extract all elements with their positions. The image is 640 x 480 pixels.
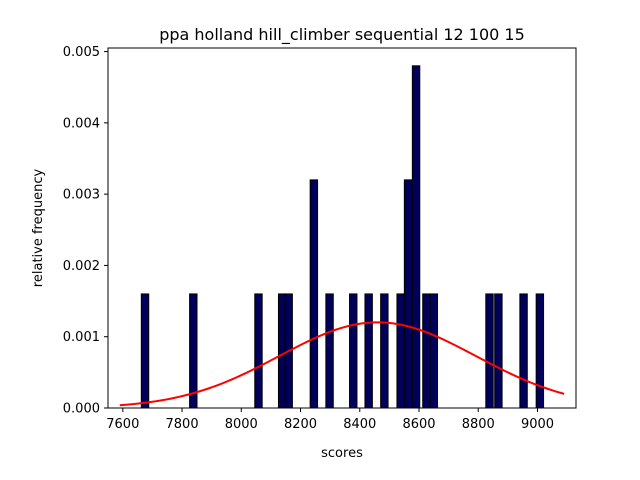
bars-layer <box>140 65 545 409</box>
histogram-bar-12 <box>411 65 421 409</box>
normal-fit-curve <box>119 321 565 407</box>
x-tick-label: 8600 <box>402 417 435 432</box>
histogram-bar-10 <box>396 293 405 409</box>
x-tick-label: 7800 <box>166 417 199 432</box>
histogram-bar-7 <box>349 293 358 409</box>
histogram-bar-16 <box>494 293 503 409</box>
histogram-bar-5 <box>309 179 319 409</box>
plot-frame <box>107 47 577 409</box>
histogram-bar-0 <box>140 293 150 409</box>
histogram-bar-11 <box>403 179 413 409</box>
histogram-bar-8 <box>364 293 373 409</box>
x-tick-label: 8400 <box>343 417 376 432</box>
histogram-bar-18 <box>535 293 545 409</box>
y-axis-label: relative frequency <box>31 169 46 288</box>
y-tick-label: 0.003 <box>63 188 100 203</box>
y-tick-label: 0.005 <box>63 45 100 60</box>
x-tick-label: 9000 <box>521 417 554 432</box>
y-tick-label: 0.002 <box>63 259 100 274</box>
y-tick-label: 0.004 <box>63 116 100 131</box>
histogram-bar-13 <box>422 293 431 409</box>
y-axis-ticks: 0.000 0.001 0.002 0.003 0.004 0.005 <box>63 45 108 417</box>
x-tick-label: 8000 <box>225 417 258 432</box>
x-tick-label: 7600 <box>106 417 139 432</box>
histogram-bar-6 <box>325 293 334 409</box>
x-axis-ticks: 7600 7800 8000 8200 8400 8600 8800 9000 <box>106 408 554 432</box>
histogram-bar-2 <box>254 293 263 409</box>
histogram-bar-15 <box>485 293 494 409</box>
histogram-bar-17 <box>519 293 528 409</box>
histogram-bar-9 <box>380 293 389 409</box>
y-tick-label: 0.000 <box>63 402 100 417</box>
y-tick-label: 0.001 <box>63 330 100 345</box>
x-axis-label: scores <box>321 446 363 461</box>
histogram-bar-14 <box>429 293 439 409</box>
x-tick-label: 8200 <box>284 417 317 432</box>
histogram-bar-1 <box>189 293 198 409</box>
x-tick-label: 8800 <box>462 417 495 432</box>
chart-title: ppa holland hill_climber sequential 12 1… <box>159 25 525 45</box>
